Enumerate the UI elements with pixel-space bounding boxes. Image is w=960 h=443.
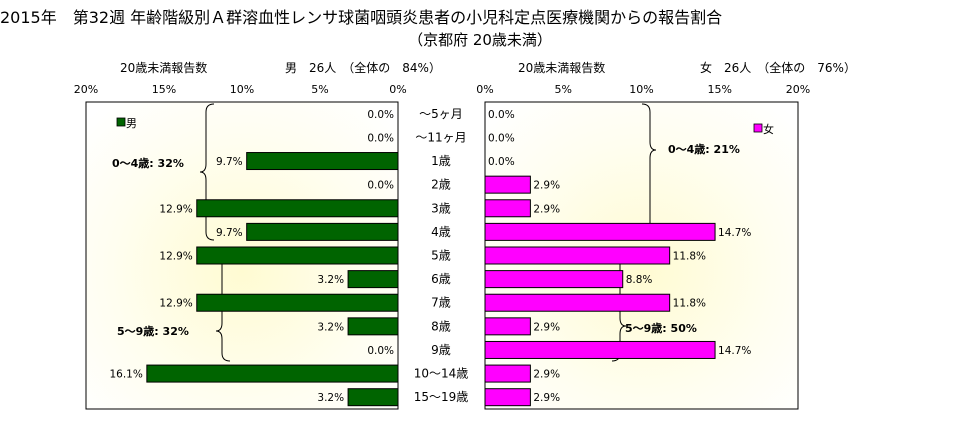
category-label: 8歳 (431, 319, 451, 333)
male-legend-label: 男 (126, 117, 137, 130)
male-header-left: 20歳未満報告数 (120, 60, 207, 75)
male-x-tick-label: 10% (230, 83, 254, 96)
male-bar (347, 388, 399, 407)
male-value-label: 3.2% (317, 274, 344, 286)
female-value-label: 14.7% (718, 227, 751, 239)
male-value-label: 12.9% (159, 203, 192, 215)
female-bar (484, 293, 671, 312)
category-label: 2歳 (431, 178, 451, 192)
female-bar (484, 270, 624, 289)
male-value-label: 9.7% (216, 227, 243, 239)
female-value-label: 2.9% (533, 321, 560, 333)
male-value-label: 3.2% (317, 321, 344, 333)
category-label: 6歳 (431, 272, 451, 286)
male-x-tick-label: 20% (74, 83, 98, 96)
category-label: 15～19歳 (414, 390, 469, 404)
chart-title: 2015年 第32週 年齢階級別Ａ群溶血性レンサ球菌咽頭炎患者の小児科定点医療機… (0, 8, 723, 27)
male-x-tick-label: 0% (389, 83, 406, 96)
male-annotation-0-4: 0～4歳: 32% (112, 156, 184, 170)
category-label: 5歳 (431, 249, 451, 263)
male-value-label: 12.9% (159, 251, 192, 263)
male-bar (347, 270, 399, 289)
category-label: ～5ヶ月 (419, 107, 463, 121)
male-bar (196, 199, 399, 218)
category-label: 10～14歳 (414, 367, 469, 381)
female-value-label: 2.9% (533, 180, 560, 192)
female-x-tick-label: 5% (555, 83, 572, 96)
female-bar (484, 199, 531, 218)
female-bar (484, 388, 531, 407)
male-value-label: 0.0% (367, 345, 394, 357)
female-value-label: 0.0% (488, 132, 515, 144)
male-bar (246, 152, 399, 171)
female-x-tick-label: 10% (629, 83, 653, 96)
female-header-left: 20歳未満報告数 (518, 60, 605, 75)
chart-subtitle: （京都府 20歳未満） (408, 31, 552, 49)
female-value-label: 2.9% (533, 203, 560, 215)
female-annotation-5-9: 5～9歳: 50% (625, 321, 697, 335)
female-legend-swatch (753, 123, 763, 133)
category-label: ～11ヶ月 (415, 130, 466, 144)
male-bar (146, 364, 399, 383)
female-value-label: 8.8% (626, 274, 653, 286)
female-x-tick-label: 15% (708, 83, 732, 96)
female-header-right: 女 26人 （全体の 76%） (700, 60, 856, 75)
female-annotation-0-4: 0～4歳: 21% (668, 142, 740, 156)
female-bar (484, 364, 531, 383)
female-bar (484, 222, 716, 241)
male-bar (246, 222, 399, 241)
category-label: 4歳 (431, 225, 451, 239)
male-legend-swatch (116, 117, 126, 127)
male-value-label: 3.2% (317, 392, 344, 404)
female-value-label: 0.0% (488, 156, 515, 168)
male-value-label: 0.0% (367, 132, 394, 144)
male-value-label: 9.7% (216, 156, 243, 168)
category-label: 9歳 (431, 343, 451, 357)
category-label: 3歳 (431, 201, 451, 215)
female-bar (484, 246, 671, 265)
male-bar (196, 246, 399, 265)
category-label: 1歳 (431, 154, 451, 168)
female-value-label: 11.8% (673, 251, 706, 263)
male-bar (196, 293, 399, 312)
male-value-label: 12.9% (159, 298, 192, 310)
category-label: 7歳 (431, 296, 451, 310)
female-value-label: 0.0% (488, 109, 515, 121)
female-value-label: 2.9% (533, 392, 560, 404)
male-annotation-5-9: 5～9歳: 32% (117, 324, 189, 338)
male-value-label: 0.0% (367, 180, 394, 192)
female-value-label: 14.7% (718, 345, 751, 357)
male-bracket-0-4 (199, 103, 215, 241)
female-bar (484, 340, 716, 359)
female-value-label: 2.9% (533, 369, 560, 381)
male-value-label: 16.1% (109, 369, 142, 381)
female-x-tick-label: 20% (786, 83, 810, 96)
female-bar (484, 317, 531, 336)
female-x-tick-label: 0% (476, 83, 493, 96)
female-bar (484, 175, 531, 194)
male-header-right: 男 26人 （全体の 84%） (285, 60, 441, 75)
male-bar (347, 317, 399, 336)
male-x-tick-label: 5% (311, 83, 328, 96)
male-x-tick-label: 15% (152, 83, 176, 96)
female-legend-label: 女 (763, 122, 774, 136)
female-value-label: 11.8% (673, 298, 706, 310)
male-value-label: 0.0% (367, 109, 394, 121)
